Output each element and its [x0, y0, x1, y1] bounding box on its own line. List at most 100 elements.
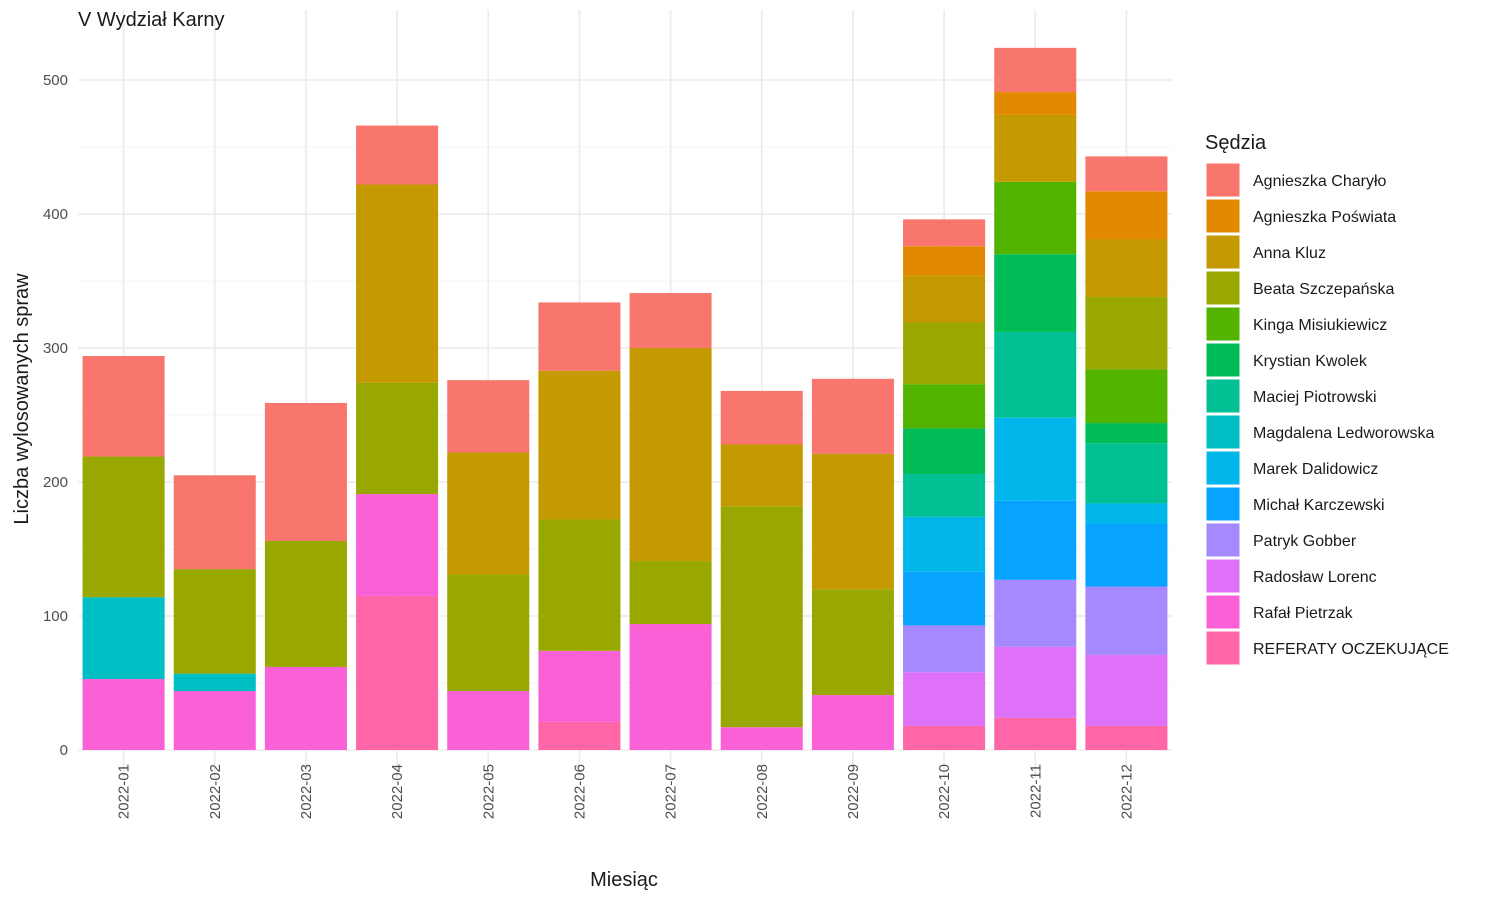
legend-label: Krystian Kwolek [1253, 353, 1368, 370]
bar-segment [994, 114, 1077, 182]
legend-label: Anna Kluz [1253, 245, 1326, 262]
y-axis-title: Liczba wylosowanych spraw [11, 273, 33, 525]
legend-label: Magdalena Ledworowska [1253, 425, 1435, 442]
bar-segment [720, 506, 803, 728]
bar-segment [1085, 443, 1168, 504]
x-tick-label: 2022-04 [389, 764, 406, 819]
legend-key [1205, 522, 1241, 558]
y-tick-label: 500 [43, 72, 68, 89]
x-axis-title: Miesiąc [590, 869, 658, 891]
bar-segment [903, 428, 986, 474]
x-tick-label: 2022-06 [571, 764, 588, 819]
legend-key [1205, 162, 1241, 198]
legend-key [1205, 378, 1241, 414]
bar-segment [994, 331, 1077, 418]
bar-segment [447, 380, 530, 453]
bar-segment [356, 125, 439, 185]
bar-segment [447, 574, 530, 692]
x-tick-label: 2022-03 [298, 764, 315, 819]
bar-segment [903, 516, 986, 572]
y-tick-label: 100 [43, 608, 68, 625]
x-tick-label: 2022-07 [663, 764, 680, 819]
bar-segment [356, 184, 439, 383]
x-tick-label: 2022-09 [845, 764, 862, 819]
bar-segment [356, 494, 439, 596]
bar-segment [538, 370, 621, 520]
legend-key [1205, 198, 1241, 234]
bar-segment [629, 293, 712, 348]
bars [82, 47, 1168, 750]
legend-label: Beata Szczepańska [1253, 281, 1395, 298]
bar-segment [720, 390, 803, 445]
bar-segment [903, 571, 986, 626]
bar-segment [264, 540, 347, 667]
bar-segment [994, 646, 1077, 718]
bar-segment [173, 691, 256, 750]
bar-segment [264, 402, 347, 541]
bar-segment [538, 650, 621, 722]
bar-segment [811, 453, 894, 590]
legend-key [1205, 270, 1241, 306]
legend-key [1205, 594, 1241, 630]
bar-segment [447, 452, 530, 575]
bar-segment [538, 302, 621, 371]
bar-segment [994, 417, 1077, 501]
legend-label: Maciej Piotrowski [1253, 389, 1377, 406]
y-tick-label: 0 [60, 742, 68, 759]
y-tick-label: 400 [43, 206, 68, 223]
bar-segment [903, 219, 986, 247]
y-axis-ticks: 0 100 200 300 400 500 [43, 72, 68, 759]
bar-segment [1085, 725, 1168, 750]
bar-segment [173, 475, 256, 570]
bar-segment [1085, 191, 1168, 240]
bar-segment [356, 382, 439, 495]
bar-segment [994, 254, 1077, 332]
bar-segment [903, 384, 986, 429]
bar-segment [1085, 586, 1168, 655]
legend-key [1205, 558, 1241, 594]
legend-key [1205, 234, 1241, 270]
bar-segment [903, 672, 986, 726]
bar-segment [1085, 654, 1168, 726]
bar-segment [903, 725, 986, 750]
legend-key [1205, 306, 1241, 342]
legend-title: Sędzia [1205, 132, 1267, 154]
bar-segment [82, 678, 165, 750]
legend-key [1205, 414, 1241, 450]
x-tick-label: 2022-01 [116, 764, 133, 819]
legend-label: Patryk Gobber [1253, 533, 1357, 550]
legend-key [1205, 486, 1241, 522]
legend-key [1205, 450, 1241, 486]
legend-label: Michał Karczewski [1253, 497, 1385, 514]
bar-segment [994, 500, 1077, 580]
bar-segment [903, 322, 986, 385]
bar-segment [994, 181, 1077, 255]
legend-label: Agnieszka Charyło [1253, 173, 1387, 190]
bar-segment [903, 275, 986, 323]
bar-segment [629, 624, 712, 750]
bar-segment [903, 625, 986, 673]
legend-key [1205, 630, 1241, 666]
bar-segment [903, 473, 986, 517]
legend-key [1205, 342, 1241, 378]
y-tick-label: 300 [43, 340, 68, 357]
legend-label: Marek Dalidowicz [1253, 461, 1378, 478]
x-tick-label: 2022-02 [207, 764, 224, 819]
legend-label: Radosław Lorenc [1253, 569, 1377, 586]
y-tick-label: 200 [43, 474, 68, 491]
x-tick-label: 2022-10 [936, 764, 953, 819]
bar-segment [82, 597, 165, 679]
bar-segment [1085, 503, 1168, 524]
bar-segment [994, 579, 1077, 647]
bar-segment [1085, 297, 1168, 370]
chart-title: V Wydział Karny [78, 9, 225, 31]
bar-segment [1085, 156, 1168, 192]
bar-segment [82, 456, 165, 598]
legend-label: Rafał Pietrzak [1253, 605, 1354, 622]
bar-segment [811, 378, 894, 454]
legend-label: REFERATY OCZEKUJĄCE [1253, 641, 1449, 658]
bar-segment [1085, 423, 1168, 444]
bar-segment [82, 356, 165, 457]
bar-segment [720, 444, 803, 507]
